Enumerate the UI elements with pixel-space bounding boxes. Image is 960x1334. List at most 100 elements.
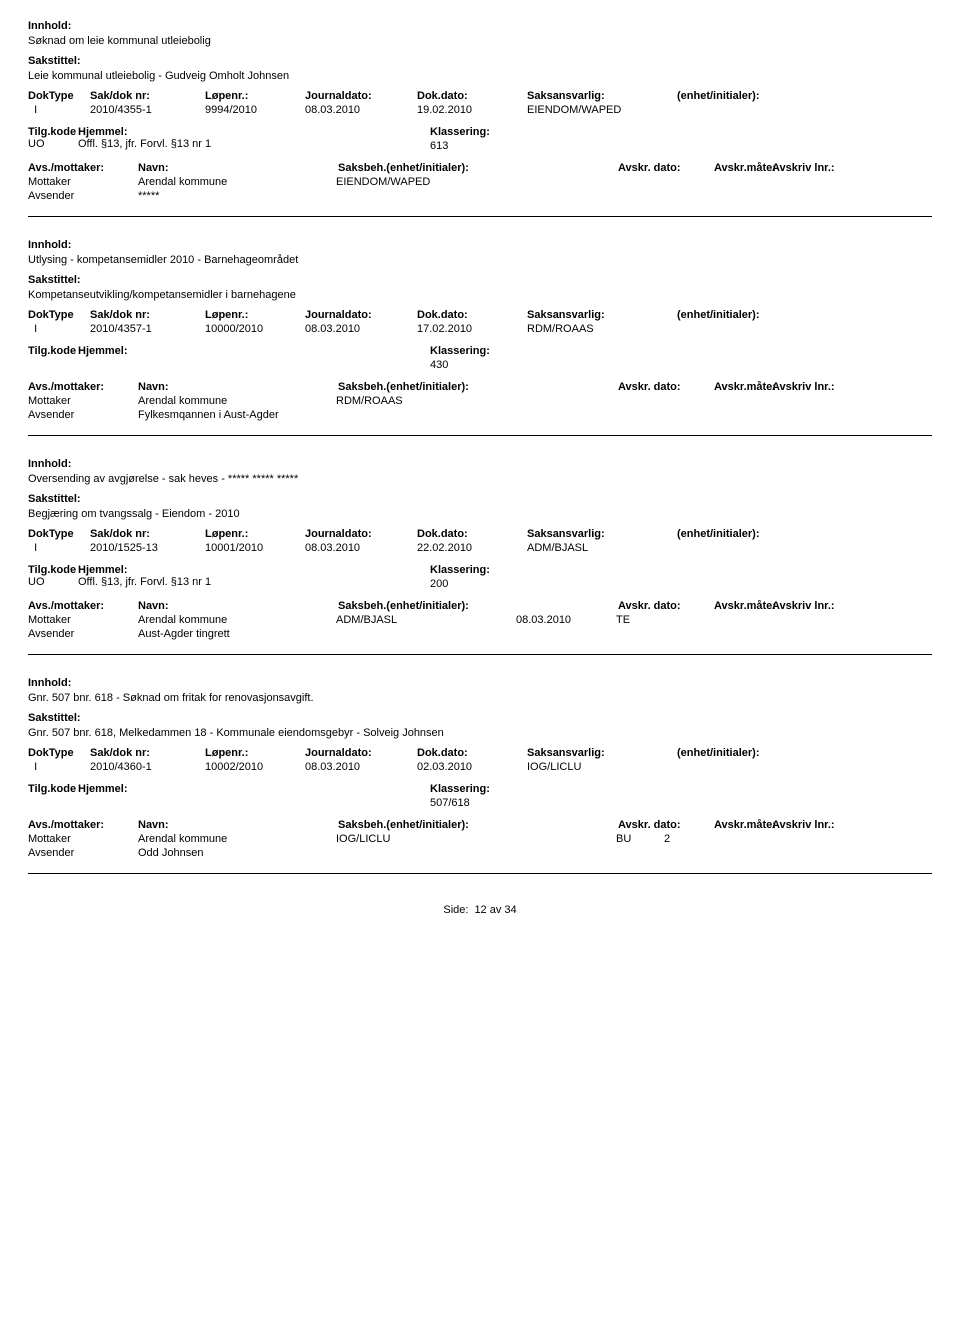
val-dokdato: 19.02.2010 bbox=[417, 104, 527, 116]
separator bbox=[28, 216, 932, 217]
saksbeh-label: Saksbeh.(enhet/initialer): bbox=[338, 381, 618, 393]
case-block: Innhold:Oversending av avgjørelse - sak … bbox=[28, 458, 932, 655]
val-sakdok: 2010/4357-1 bbox=[90, 323, 205, 335]
avskrdato-label: Avskr. dato: bbox=[618, 819, 714, 831]
col-sakdok: Sak/dok nr: bbox=[90, 528, 205, 540]
avskrlnr-label: Avskriv lnr.: bbox=[772, 381, 835, 393]
case-header-row: DokTypeSak/dok nr:Løpenr.:Journaldato:Do… bbox=[28, 747, 932, 759]
saksbeh-label: Saksbeh.(enhet/initialer): bbox=[338, 162, 618, 174]
val-dokdato: 17.02.2010 bbox=[417, 323, 527, 335]
col-doktype: DokType bbox=[28, 309, 90, 321]
tilg-left: Tilg.kodeHjemmel: bbox=[28, 783, 430, 809]
col-saksansvarlig: Saksansvarlig: bbox=[527, 90, 677, 102]
klassering-val: 430 bbox=[430, 359, 680, 371]
sakstittel-text: Kompetanseutvikling/kompetansemidler i b… bbox=[28, 289, 932, 301]
val-saksansvarlig: IOG/LICLU bbox=[527, 761, 677, 773]
tilg-left: Tilg.kodeUOHjemmel:Offl. §13, jfr. Forvl… bbox=[28, 564, 430, 590]
klassering-col: Klassering:507/618 bbox=[430, 783, 680, 809]
val-sakdok: 2010/4355-1 bbox=[90, 104, 205, 116]
avskrmate-label: Avskr.måte: bbox=[714, 381, 772, 393]
col-doktype: DokType bbox=[28, 528, 90, 540]
col-lopenr: Løpenr.: bbox=[205, 528, 305, 540]
tilgkode-col: Tilg.kode bbox=[28, 783, 78, 809]
val-journaldato: 08.03.2010 bbox=[305, 761, 417, 773]
val-lopenr: 10001/2010 bbox=[205, 542, 305, 554]
separator bbox=[28, 873, 932, 874]
hjemmel-val: Offl. §13, jfr. Forvl. §13 nr 1 bbox=[78, 138, 430, 150]
mottaker-label: Mottaker bbox=[28, 614, 138, 626]
val-doktype: I bbox=[28, 761, 90, 773]
val-dokdato: 02.03.2010 bbox=[417, 761, 527, 773]
avsmot-label: Avs./mottaker: bbox=[28, 600, 138, 612]
innhold-label: Innhold: bbox=[28, 677, 932, 689]
mottaker-date: 08.03.2010 bbox=[516, 614, 616, 626]
mottaker-navn: Arendal kommune bbox=[138, 176, 336, 188]
innhold-text: Utlysing - kompetansemidler 2010 - Barne… bbox=[28, 254, 932, 266]
page-number: 12 av 34 bbox=[474, 904, 516, 916]
avsmot-label: Avs./mottaker: bbox=[28, 381, 138, 393]
tilg-row: Tilg.kodeUOHjemmel:Offl. §13, jfr. Forvl… bbox=[28, 564, 932, 590]
tilgkode-label: Tilg.kode bbox=[28, 345, 78, 357]
mottaker-mate bbox=[616, 176, 664, 188]
tilgkode-col: Tilg.kode bbox=[28, 345, 78, 371]
sakstittel-text: Leie kommunal utleiebolig - Gudveig Omho… bbox=[28, 70, 932, 82]
val-lopenr: 10000/2010 bbox=[205, 323, 305, 335]
avsmot-label: Avs./mottaker: bbox=[28, 819, 138, 831]
tilgkode-col: Tilg.kodeUO bbox=[28, 564, 78, 590]
tilg-row: Tilg.kodeUOHjemmel:Offl. §13, jfr. Forvl… bbox=[28, 126, 932, 152]
side-label: Side: bbox=[443, 904, 468, 916]
mottaker-saksbeh: RDM/ROAAS bbox=[336, 395, 516, 407]
val-journaldato: 08.03.2010 bbox=[305, 542, 417, 554]
mottaker-saksbeh: IOG/LICLU bbox=[336, 833, 516, 845]
klassering-val: 507/618 bbox=[430, 797, 680, 809]
col-lopenr: Løpenr.: bbox=[205, 309, 305, 321]
val-doktype: I bbox=[28, 542, 90, 554]
avskrlnr-label: Avskriv lnr.: bbox=[772, 162, 835, 174]
klassering-col: Klassering:613 bbox=[430, 126, 680, 152]
col-journaldato: Journaldato: bbox=[305, 747, 417, 759]
avsender-navn: ***** bbox=[138, 190, 159, 202]
avsender-row: Avsender***** bbox=[28, 190, 932, 202]
avskrlnr-label: Avskriv lnr.: bbox=[772, 600, 835, 612]
val-saksansvarlig: EIENDOM/WAPED bbox=[527, 104, 677, 116]
val-doktype: I bbox=[28, 104, 90, 116]
tilgkode-label: Tilg.kode bbox=[28, 783, 78, 795]
avskrmate-label: Avskr.måte: bbox=[714, 819, 772, 831]
mottaker-mate: TE bbox=[616, 614, 664, 626]
case-data-row: I2010/4357-110000/201008.03.201017.02.20… bbox=[28, 323, 932, 335]
case-block: Innhold:Utlysing - kompetansemidler 2010… bbox=[28, 239, 932, 436]
mottaker-mate: BU bbox=[616, 833, 664, 845]
innhold-label: Innhold: bbox=[28, 458, 932, 470]
case-block: Innhold:Søknad om leie kommunal utleiebo… bbox=[28, 20, 932, 217]
val-dokdato: 22.02.2010 bbox=[417, 542, 527, 554]
col-journaldato: Journaldato: bbox=[305, 90, 417, 102]
klassering-col: Klassering:200 bbox=[430, 564, 680, 590]
page-footer: Side: 12 av 34 bbox=[28, 904, 932, 916]
val-sakdok: 2010/1525-13 bbox=[90, 542, 205, 554]
sakstittel-label: Sakstittel: bbox=[28, 493, 932, 505]
mottaker-date bbox=[516, 833, 616, 845]
sakstittel-label: Sakstittel: bbox=[28, 712, 932, 724]
case-data-row: I2010/1525-1310001/201008.03.201022.02.2… bbox=[28, 542, 932, 554]
avsender-navn: Odd Johnsen bbox=[138, 847, 203, 859]
avsmot-header: Avs./mottaker:Navn:Saksbeh.(enhet/initia… bbox=[28, 600, 932, 612]
col-doktype: DokType bbox=[28, 90, 90, 102]
saksbeh-label: Saksbeh.(enhet/initialer): bbox=[338, 600, 618, 612]
mottaker-saksbeh: EIENDOM/WAPED bbox=[336, 176, 516, 188]
mottaker-lnr bbox=[664, 395, 704, 407]
mottaker-date bbox=[516, 176, 616, 188]
avskrdato-label: Avskr. dato: bbox=[618, 600, 714, 612]
saksbeh-label: Saksbeh.(enhet/initialer): bbox=[338, 819, 618, 831]
klassering-col: Klassering:430 bbox=[430, 345, 680, 371]
case-block: Innhold:Gnr. 507 bnr. 618 - Søknad om fr… bbox=[28, 677, 932, 874]
col-dokdato: Dok.dato: bbox=[417, 528, 527, 540]
col-dokdato: Dok.dato: bbox=[417, 90, 527, 102]
hjemmel-col: Hjemmel:Offl. §13, jfr. Forvl. §13 nr 1 bbox=[78, 564, 430, 590]
mottaker-row: MottakerArendal kommuneIOG/LICLUBU2 bbox=[28, 833, 932, 845]
hjemmel-col: Hjemmel:Offl. §13, jfr. Forvl. §13 nr 1 bbox=[78, 126, 430, 152]
avskrmate-label: Avskr.måte: bbox=[714, 162, 772, 174]
col-enhet: (enhet/initialer): bbox=[677, 309, 847, 321]
col-lopenr: Løpenr.: bbox=[205, 747, 305, 759]
tilgkode-label: Tilg.kode bbox=[28, 564, 78, 576]
mottaker-navn: Arendal kommune bbox=[138, 833, 336, 845]
